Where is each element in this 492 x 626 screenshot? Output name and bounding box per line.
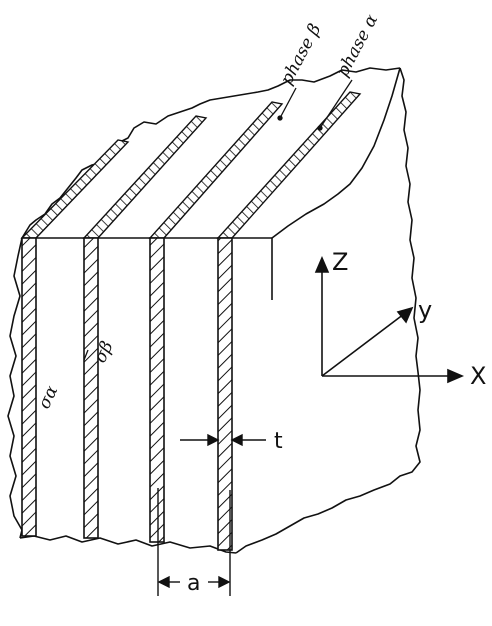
top-face-lamellae xyxy=(20,91,362,239)
y-axis-arrow xyxy=(396,306,414,324)
front-bottom-edge xyxy=(19,535,237,554)
thickness-label: t xyxy=(274,429,283,454)
top-lamella-4 xyxy=(216,91,362,239)
phase-alpha-dot xyxy=(317,125,323,131)
top-lamella-3 xyxy=(148,101,284,239)
x-axis-label: X xyxy=(470,362,486,390)
x-axis-arrow xyxy=(447,368,465,384)
block-outline xyxy=(7,67,421,554)
front-lamella-2 xyxy=(83,237,99,539)
front-lamella-4 xyxy=(217,237,233,551)
phase-beta-label: phase β xyxy=(277,21,326,89)
z-axis-label: Z xyxy=(332,248,348,276)
right-face-edge xyxy=(235,67,421,554)
top-face-back-edge xyxy=(21,67,401,239)
y-axis xyxy=(321,313,405,377)
y-axis-label: y xyxy=(418,296,432,324)
front-face-lamellae xyxy=(21,237,233,551)
front-lamella-3 xyxy=(149,237,165,543)
spacing-dimension xyxy=(157,488,231,596)
sigma-beta-leader xyxy=(83,349,89,361)
phase-beta-dot xyxy=(277,115,283,121)
coordinate-axes xyxy=(314,255,465,384)
thickness-dimension xyxy=(180,433,266,447)
phase-alpha-leader xyxy=(319,79,353,129)
z-axis-arrow xyxy=(314,255,330,273)
front-lamella-1 xyxy=(21,237,37,537)
phase-beta-leader xyxy=(279,87,297,119)
phase-alpha-label: phase α xyxy=(333,11,383,81)
phase-leaders xyxy=(83,79,353,361)
spacing-label: a xyxy=(187,571,200,596)
sigma-alpha-label: σα xyxy=(34,382,62,412)
top-lamella-2 xyxy=(82,115,208,239)
top-right-edge xyxy=(271,67,401,239)
front-left-edge xyxy=(7,237,23,539)
